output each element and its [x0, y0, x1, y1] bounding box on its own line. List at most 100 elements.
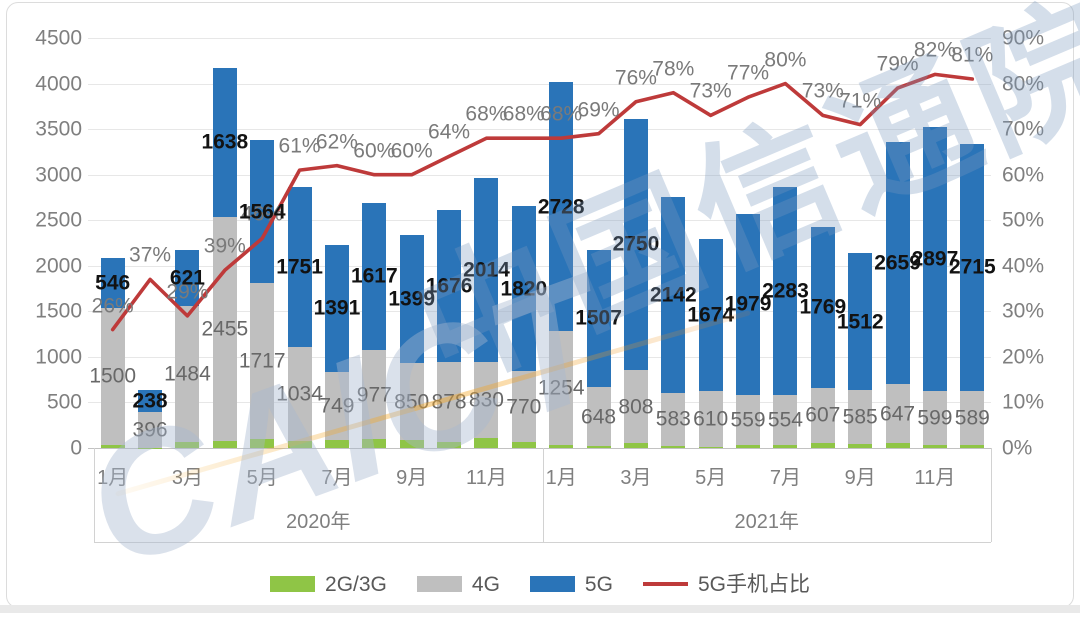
legend-item: 5G — [529, 574, 613, 595]
label-4g: 648 — [581, 405, 617, 429]
label-4g: 770 — [506, 395, 542, 419]
ytick-right: 0% — [1002, 436, 1033, 460]
ytick-left: 4000 — [35, 72, 82, 96]
label-pct: 71% — [839, 89, 882, 113]
label-pct: 61% — [278, 134, 321, 158]
label-pct: 37% — [129, 243, 172, 267]
label-pct: 60% — [390, 139, 433, 163]
label-4g: 977 — [356, 383, 392, 407]
bar-segment-2g3g — [885, 443, 910, 448]
ytick-left: 3500 — [35, 117, 82, 141]
bar-segment-4g — [698, 391, 723, 447]
bar-segment-2g3g — [212, 440, 237, 448]
ytick-left: 2000 — [35, 254, 82, 278]
label-4g: 610 — [693, 407, 729, 431]
bar-segment-2g3g — [175, 441, 200, 448]
legend-line-swatch — [642, 582, 688, 586]
label-pct: 73% — [801, 79, 844, 103]
label-pct: 64% — [428, 120, 471, 144]
year-label: 2020年 — [286, 511, 351, 533]
month-tick: 9月 — [396, 467, 428, 489]
bar-segment-2g3g — [250, 439, 275, 448]
label-pct: 60% — [353, 139, 396, 163]
label-pct: 26% — [91, 294, 134, 318]
bar-segment-5g — [138, 389, 163, 412]
band-separator — [542, 448, 544, 542]
ytick-right: 90% — [1002, 26, 1045, 50]
bar-segment-2g3g — [810, 442, 835, 448]
label-pct: 73% — [689, 79, 732, 103]
legend-item: 5G手机占比 — [642, 572, 810, 596]
ytick-right: 50% — [1002, 208, 1045, 232]
bar-segment-4g — [549, 331, 574, 446]
label-pct: 68% — [540, 102, 583, 126]
month-tick: 11月 — [914, 467, 956, 489]
month-tick: 3月 — [171, 467, 203, 489]
month-tick: 7月 — [321, 467, 353, 489]
bar-segment-4g — [885, 384, 910, 444]
month-tick: 1月 — [545, 467, 577, 489]
label-5g: 2715 — [948, 255, 996, 279]
legend-item: 2G/3G — [270, 574, 387, 595]
bar-segment-4g — [362, 350, 387, 440]
label-4g: 850 — [394, 390, 430, 414]
bar-segment-2g3g — [437, 442, 462, 448]
band-separator — [991, 448, 992, 542]
label-5g: 1751 — [276, 255, 323, 279]
label-5g: 238 — [132, 389, 168, 413]
label-5g: 2750 — [612, 232, 660, 256]
label-4g: 2455 — [201, 317, 249, 341]
bar-segment-4g — [623, 369, 648, 444]
bar-segment-2g3g — [100, 444, 125, 448]
legend-color-swatch — [529, 576, 575, 592]
label-5g: 1564 — [238, 200, 286, 224]
bar-segment-4g — [736, 394, 761, 446]
ytick-left: 1000 — [35, 345, 82, 369]
legend-label: 5G手机占比 — [697, 572, 810, 596]
bottom-divider — [0, 605, 1080, 613]
month-tick: 9月 — [844, 467, 876, 489]
bar-segment-2g3g — [623, 443, 648, 448]
bar-segment-4g — [138, 411, 163, 448]
month-tick: 5月 — [246, 467, 278, 489]
label-4g: 554 — [767, 408, 803, 432]
bar-segment-2g3g — [511, 441, 536, 448]
label-5g: 2728 — [537, 195, 585, 219]
month-tick: 7月 — [769, 467, 801, 489]
label-pct: 81% — [951, 43, 994, 67]
bar-segment-2g3g — [586, 446, 611, 448]
month-tick: 11月 — [466, 467, 507, 489]
ytick-right: 70% — [1002, 117, 1045, 141]
label-pct: 69% — [577, 98, 620, 122]
ytick-right: 60% — [1002, 163, 1045, 187]
bar-segment-4g — [511, 371, 536, 442]
label-4g: 599 — [917, 406, 953, 430]
band-bottom-border — [94, 542, 991, 543]
legend: 2G/3G 4G 5G 5G手机占比 — [0, 568, 1080, 600]
label-5g: 1617 — [350, 264, 398, 288]
label-5g: 621 — [169, 266, 205, 290]
label-4g: 607 — [805, 403, 841, 427]
label-5g: 1512 — [836, 310, 884, 334]
label-pct: 39% — [203, 234, 246, 258]
month-tick: 5月 — [695, 467, 727, 489]
label-pct: 68% — [502, 102, 545, 126]
bar-segment-2g3g — [549, 445, 574, 448]
label-pct: 62% — [315, 130, 358, 154]
bar-segment-2g3g — [736, 445, 761, 448]
legend-color-swatch — [270, 576, 316, 592]
bar-segment-4g — [586, 387, 611, 447]
label-pct: 82% — [913, 38, 956, 62]
bar-segment-2g3g — [661, 445, 686, 448]
bar-segment-4g — [960, 391, 985, 445]
bar-segment-4g — [922, 390, 947, 446]
bar-segment-2g3g — [698, 446, 723, 448]
bar-segment-2g3g — [960, 444, 985, 448]
label-4g: 808 — [618, 395, 654, 419]
label-4g: 1500 — [89, 364, 137, 388]
bar-segment-4g — [287, 346, 312, 441]
label-4g: 1484 — [164, 362, 211, 386]
month-tick: 1月 — [97, 467, 129, 489]
chart-card — [6, 2, 1074, 608]
bar-segment-2g3g — [848, 443, 873, 448]
